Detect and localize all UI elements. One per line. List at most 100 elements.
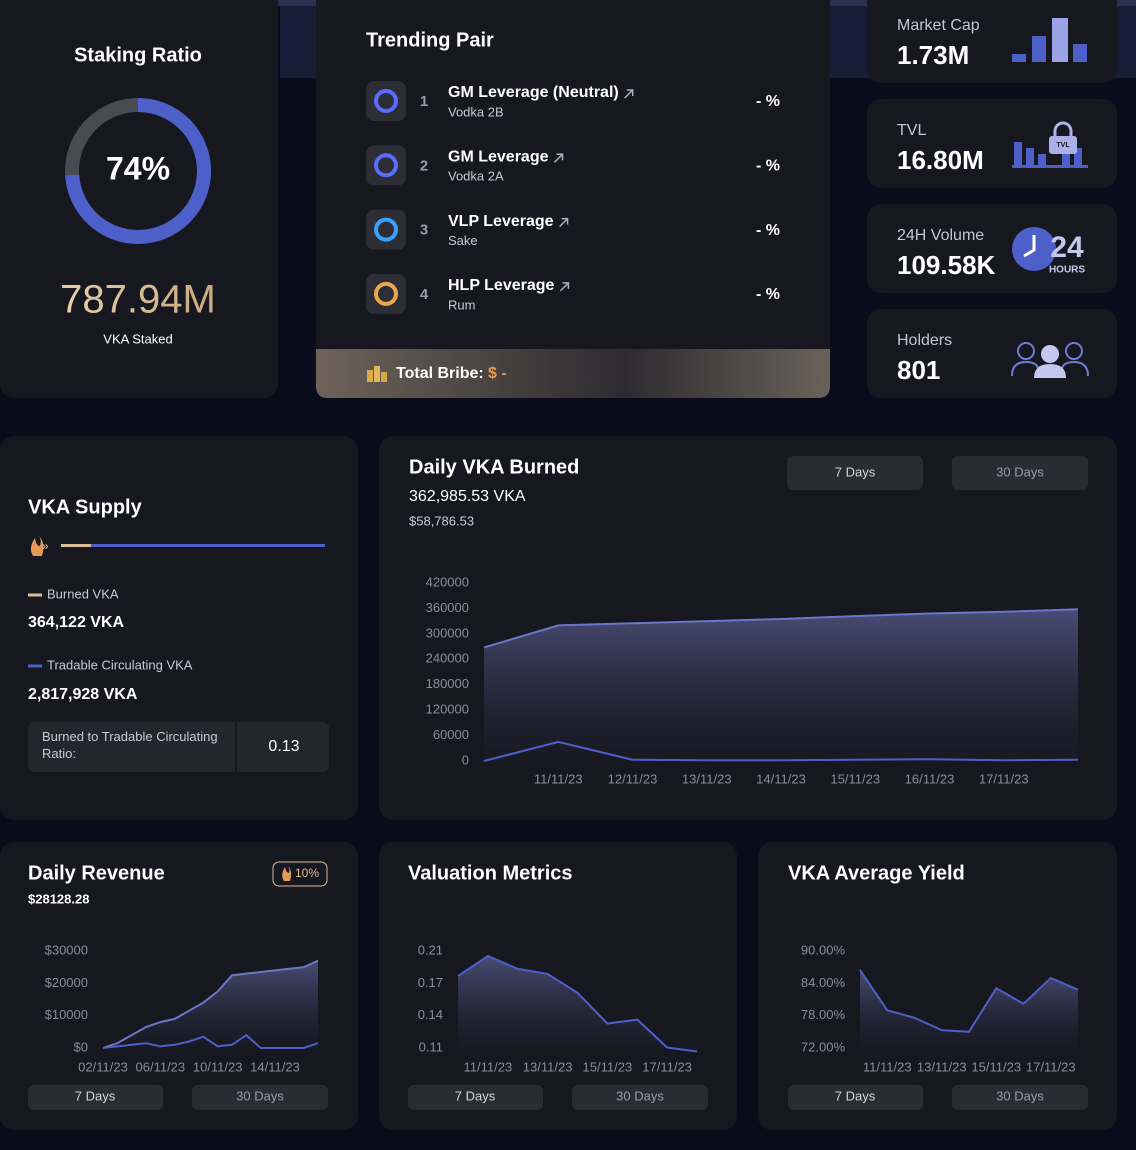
burned-usd: $58,786.53 — [409, 513, 474, 528]
x-tick-label: 15/11/23 — [830, 771, 880, 786]
range-button[interactable] — [28, 1085, 163, 1110]
y-tick-label: 300000 — [426, 625, 469, 640]
supply-card: VKA Supply » Burned VKA 364,122 VKA Trad… — [0, 436, 358, 820]
y-tick-label: 72.00% — [801, 1039, 846, 1054]
y-tick-label: 84.00% — [801, 975, 846, 990]
x-tick-label: 17/11/23 — [642, 1059, 692, 1074]
range-button[interactable] — [572, 1085, 708, 1110]
range-button-label[interactable]: 30 Days — [996, 1088, 1044, 1103]
staking-card: Staking Ratio 74% 787.94M VKA Staked — [0, 0, 278, 398]
stat-value: 801 — [897, 355, 940, 385]
y-tick-label: 0.21 — [418, 942, 443, 957]
area-fill — [458, 956, 697, 1052]
y-tick-label: $0 — [74, 1039, 88, 1054]
donut-arc — [65, 98, 211, 244]
pair-sub: Sake — [448, 233, 478, 248]
x-tick-label: 17/11/23 — [1026, 1059, 1076, 1074]
pair-name[interactable]: GM Leverage — [448, 149, 549, 166]
holders-icon — [1011, 342, 1089, 378]
x-tick-label: 06/11/23 — [136, 1059, 186, 1074]
range-button-label[interactable]: 7 Days — [835, 464, 876, 479]
tvl-icon-text: TVL — [1056, 142, 1070, 149]
range-button[interactable] — [787, 456, 923, 490]
x-tick-label: 15/11/23 — [971, 1059, 1021, 1074]
x-tick-label: 02/11/23 — [78, 1059, 128, 1074]
pair-name[interactable]: VLP Leverage — [448, 213, 554, 230]
ratio-label: 74% — [106, 150, 170, 186]
stat-label: 24H Volume — [897, 227, 984, 244]
supply-bar-burned — [61, 544, 92, 547]
card-title: Daily VKA Burned — [409, 456, 579, 478]
card-title: Trending Pair — [366, 29, 494, 51]
area-fill — [103, 960, 318, 1048]
range-button[interactable] — [952, 1085, 1088, 1110]
pair-rank: 1 — [420, 93, 428, 110]
badge — [272, 861, 328, 887]
y-tick-label: 90.00% — [801, 942, 846, 957]
link-arrow — [559, 282, 570, 292]
y-tick-label: 0.14 — [418, 1007, 443, 1022]
range-button-label[interactable]: 30 Days — [236, 1088, 284, 1103]
pair-rank: 4 — [420, 286, 429, 303]
range-button[interactable] — [788, 1085, 923, 1110]
x-tick-label: 15/11/23 — [583, 1059, 633, 1074]
x-tick-label: 13/11/23 — [523, 1059, 573, 1074]
staked-value: 787.94M — [60, 278, 216, 322]
trending-card: Trending Pair Total Bribe: $ - 1 GM Lever… — [316, 0, 830, 398]
staked-label: VKA Staked — [103, 331, 172, 346]
range-button[interactable] — [952, 456, 1088, 490]
link-arrow — [624, 89, 634, 99]
coin-icon — [367, 366, 387, 382]
range-button[interactable] — [408, 1085, 543, 1110]
x-tick-label: 11/11/23 — [464, 1059, 513, 1074]
range-button-label[interactable]: 7 Days — [835, 1088, 876, 1103]
stat-label: Holders — [897, 332, 952, 349]
stat-cards: Market Cap 1.73M TVL 16.80M TVL 24H Volu… — [867, 0, 1117, 398]
range-button-label[interactable]: 30 Days — [616, 1088, 664, 1103]
badge-label: 10% — [295, 866, 319, 880]
series-line — [102, 1033, 319, 1049]
pair-icon-box — [366, 209, 406, 250]
pair-change: - % — [756, 93, 780, 110]
link-arrow — [559, 217, 569, 228]
pair-icon-box — [366, 81, 406, 121]
x-tick-label: 10/11/23 — [193, 1059, 243, 1074]
x-tick-label: 13/11/23 — [682, 771, 732, 786]
range-button-label[interactable]: 7 Days — [455, 1088, 496, 1103]
stat-label: TVL — [897, 122, 926, 139]
x-tick-label: 14/11/23 — [756, 771, 806, 786]
range-button-label[interactable]: 30 Days — [996, 464, 1044, 479]
range-button-label[interactable]: 7 Days — [75, 1088, 116, 1103]
card-title: VKA Supply — [28, 496, 143, 518]
series-line — [457, 954, 698, 1053]
y-tick-label: 180000 — [426, 676, 469, 691]
x-tick-label: 11/11/23 — [863, 1059, 912, 1074]
range-button[interactable] — [192, 1085, 328, 1110]
yield-card: VKA Average Yield 7 Days 30 Days — [758, 842, 1117, 1130]
series-line — [102, 959, 319, 1049]
card — [0, 842, 358, 1130]
clock-unit: HOURS — [1049, 265, 1085, 276]
pair-icon — [374, 217, 398, 242]
pair-name[interactable]: HLP Leverage — [448, 277, 555, 294]
pair-rank: 3 — [420, 222, 428, 239]
x-tick-label: 12/11/23 — [608, 771, 658, 786]
x-tick-label: 17/11/23 — [979, 771, 1029, 786]
y-tick-label: 120000 — [426, 702, 469, 717]
pair-icon — [374, 89, 398, 113]
fire-icon — [282, 866, 292, 881]
pair-change: - % — [756, 286, 780, 303]
ratio-label: Burned to Tradable Circulating Ratio: — [42, 729, 218, 761]
card-title: VKA Average Yield — [788, 862, 965, 884]
link-arrow — [553, 153, 564, 163]
supply-value: 2,817,928 VKA — [28, 686, 138, 703]
y-tick-label: 360000 — [426, 600, 469, 615]
pair-icon-box — [366, 273, 406, 314]
area-fill — [484, 609, 1078, 761]
clock-number: 24 — [1050, 231, 1084, 264]
pair-name[interactable]: GM Leverage (Neutral) — [448, 84, 619, 101]
stat-value: 109.58K — [897, 250, 996, 280]
bribe-value: $ - — [488, 365, 507, 382]
